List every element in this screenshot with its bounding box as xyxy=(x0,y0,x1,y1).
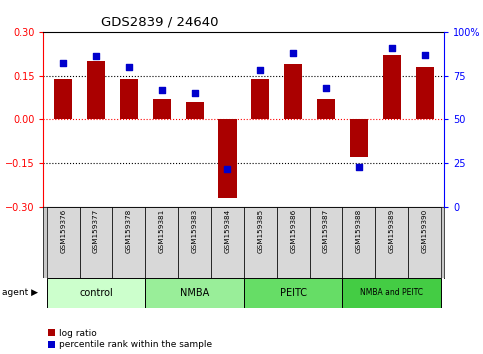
Bar xyxy=(415,67,434,120)
Point xyxy=(421,52,428,57)
Text: GSM159381: GSM159381 xyxy=(159,209,165,253)
Point xyxy=(125,64,133,70)
Text: GSM159376: GSM159376 xyxy=(60,209,66,253)
Bar xyxy=(408,207,441,278)
Text: GSM159387: GSM159387 xyxy=(323,209,329,253)
Text: GDS2839 / 24640: GDS2839 / 24640 xyxy=(100,16,218,29)
Text: PEITC: PEITC xyxy=(280,288,307,298)
Bar xyxy=(145,278,244,308)
Text: GSM159384: GSM159384 xyxy=(225,209,230,253)
Text: GSM159385: GSM159385 xyxy=(257,209,263,253)
Point xyxy=(158,87,166,92)
Bar xyxy=(251,79,270,120)
Point xyxy=(224,166,231,171)
Text: GSM159390: GSM159390 xyxy=(422,209,427,253)
Text: GSM159386: GSM159386 xyxy=(290,209,296,253)
Bar xyxy=(113,207,145,278)
Point xyxy=(92,53,100,59)
Point xyxy=(256,68,264,73)
Bar xyxy=(178,207,211,278)
Text: agent ▶: agent ▶ xyxy=(2,289,39,297)
Bar xyxy=(277,207,310,278)
Bar xyxy=(383,55,401,120)
Bar xyxy=(80,207,113,278)
Bar xyxy=(244,207,277,278)
Bar xyxy=(185,102,204,120)
Point xyxy=(59,61,67,66)
Bar xyxy=(47,278,145,308)
Bar xyxy=(120,79,138,120)
Text: NMBA: NMBA xyxy=(180,288,209,298)
Bar xyxy=(342,278,441,308)
Text: GSM159377: GSM159377 xyxy=(93,209,99,253)
Bar xyxy=(218,120,237,198)
Bar xyxy=(54,79,72,120)
Text: GSM159388: GSM159388 xyxy=(356,209,362,253)
Text: NMBA and PEITC: NMBA and PEITC xyxy=(360,289,423,297)
Bar xyxy=(47,207,80,278)
Bar xyxy=(284,64,302,120)
Text: GSM159378: GSM159378 xyxy=(126,209,132,253)
Bar xyxy=(317,99,335,120)
Point xyxy=(388,45,396,51)
Bar xyxy=(145,207,178,278)
Text: control: control xyxy=(79,288,113,298)
Bar xyxy=(211,207,244,278)
Bar xyxy=(310,207,342,278)
Text: GSM159383: GSM159383 xyxy=(192,209,198,253)
Bar xyxy=(375,207,408,278)
Bar xyxy=(342,207,375,278)
Text: GSM159389: GSM159389 xyxy=(389,209,395,253)
Point xyxy=(289,50,297,56)
Legend: log ratio, percentile rank within the sample: log ratio, percentile rank within the sa… xyxy=(48,329,212,349)
Bar xyxy=(244,278,342,308)
Bar xyxy=(87,61,105,120)
Point xyxy=(322,85,330,91)
Point xyxy=(355,164,363,170)
Bar xyxy=(153,99,171,120)
Point xyxy=(191,90,199,96)
Bar xyxy=(350,120,368,158)
